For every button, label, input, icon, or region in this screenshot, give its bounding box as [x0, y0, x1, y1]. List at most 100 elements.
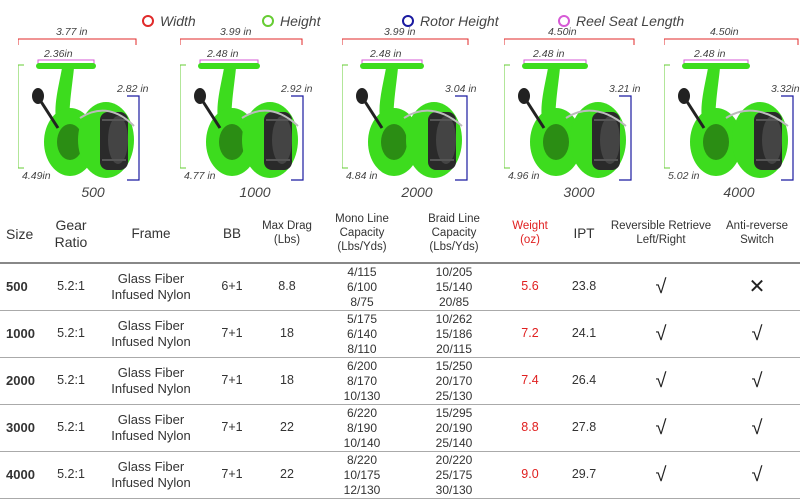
table-row: 2000 5.2:1 Glass Fiber Infused Nylon 7+1 18 6… — [0, 357, 800, 405]
fishing-reel-icon — [18, 38, 140, 181]
cell-size: 1000 — [0, 310, 46, 358]
cell-weight: 8.8 — [500, 404, 560, 452]
header-size: Size — [0, 206, 46, 264]
cell-anti-reverse: √ — [714, 404, 800, 452]
table-row: 3000 5.2:1 Glass Fiber Infused Nylon 7+1 22 6… — [0, 404, 800, 452]
capacity-line: 5/175 — [346, 311, 378, 326]
fishing-reel-icon — [180, 38, 304, 181]
capacity-line: 10/175 — [343, 467, 381, 482]
reel-size-label: 2000 — [401, 184, 433, 200]
header-weight: Weight (oz) — [500, 206, 560, 264]
header-anti-reverse: Anti-reverse Switch — [714, 206, 800, 264]
cell-braid-capacity: 20/220 25/175 30/130 — [408, 451, 500, 499]
legend-circle-icon — [262, 15, 274, 27]
cell-bb: 7+1 — [206, 404, 258, 452]
capacity-line: 8/170 — [346, 373, 378, 388]
header-frame: Frame — [96, 206, 206, 264]
cell-ipt: 26.4 — [560, 357, 608, 405]
capacity-line: 6/220 — [346, 405, 378, 420]
cell-braid-capacity: 15/250 20/170 25/130 — [408, 357, 500, 405]
header-max-drag: Max Drag (Lbs) — [258, 206, 316, 264]
table-row: 4000 5.2:1 Glass Fiber Infused Nylon 7+1 22 8… — [0, 451, 800, 499]
cell-anti-reverse: √ — [714, 451, 800, 499]
cell-reversible-retrieve: √ — [608, 451, 714, 499]
capacity-line: 20/170 — [435, 373, 473, 388]
capacity-line: 30/130 — [435, 482, 473, 497]
reel-2000: 3.99 in 2.48 in 3.04 in 4.84 in 2000 — [342, 26, 492, 208]
capacity-line: 6/100 — [346, 279, 378, 294]
cell-max-drag: 8.8 — [258, 263, 316, 311]
header-reversible-retrieve: Reversible Retrieve Left/Right — [608, 206, 714, 264]
capacity-line: 15/186 — [435, 326, 473, 341]
reel-size-gallery: 3.77 in 2.36in 2.82 in 4.49in 500 3.99 in 2.48… — [0, 26, 800, 208]
capacity-line: 12/130 — [343, 482, 381, 497]
table-row: 500 5.2:1 Glass Fiber Infused Nylon 6+1 8.8 4… — [0, 263, 800, 311]
spec-table: Size Gear Ratio Frame BB Max Drag (Lbs) … — [0, 206, 800, 499]
capacity-line: 10/262 — [435, 311, 473, 326]
capacity-line: 15/250 — [435, 358, 473, 373]
cell-bb: 7+1 — [206, 357, 258, 405]
capacity-line: 20/115 — [436, 341, 472, 356]
cell-weight: 7.4 — [500, 357, 560, 405]
reel-size-label: 3000 — [563, 184, 595, 200]
cell-size: 4000 — [0, 451, 46, 499]
legend-item: Width — [142, 10, 196, 32]
capacity-line: 8/220 — [346, 452, 378, 467]
reel-size-label: 4000 — [723, 184, 755, 200]
legend-label: Width — [160, 13, 196, 29]
cell-weight: 7.2 — [500, 310, 560, 358]
fishing-reel-icon — [342, 38, 469, 181]
cell-reversible-retrieve: √ — [608, 404, 714, 452]
cell-ipt: 23.8 — [560, 263, 608, 311]
cell-frame: Glass Fiber Infused Nylon — [96, 357, 206, 405]
cell-mono-capacity: 5/175 6/140 8/110 — [316, 310, 408, 358]
capacity-line: 25/140 — [435, 435, 473, 450]
reel-500: 3.77 in 2.36in 2.82 in 4.49in 500 — [18, 26, 168, 208]
cell-max-drag: 22 — [258, 404, 316, 452]
header-braid-capacity: Braid Line Capacity (Lbs/Yds) — [408, 206, 500, 264]
reel-size-label: 1000 — [239, 184, 271, 200]
cell-mono-capacity: 8/220 10/175 12/130 — [316, 451, 408, 499]
cell-gear-ratio: 5.2:1 — [46, 310, 96, 358]
cell-size: 3000 — [0, 404, 46, 452]
width-label: 4.50in — [710, 26, 739, 38]
capacity-line: 25/175 — [435, 467, 473, 482]
cell-max-drag: 18 — [258, 357, 316, 405]
legend-circle-icon — [558, 15, 570, 27]
fishing-reel-icon — [504, 38, 635, 181]
width-label: 3.77 in — [56, 26, 88, 38]
cell-reversible-retrieve: √ — [608, 263, 714, 311]
reel-size-label: 500 — [81, 184, 105, 200]
cell-gear-ratio: 5.2:1 — [46, 357, 96, 405]
seat-length-label: 2.48 in — [533, 48, 565, 60]
capacity-line: 20/190 — [435, 420, 473, 435]
capacity-line: 15/295 — [435, 405, 473, 420]
rotor-height-label: 2.82 in — [117, 83, 149, 95]
rotor-height-label: 2.92 in — [281, 83, 313, 95]
header-gear-ratio: Gear Ratio — [46, 206, 96, 264]
legend-item: Reel Seat Length — [558, 10, 684, 32]
rotor-height-label: 3.04 in — [445, 83, 477, 95]
legend-label: Reel Seat Length — [576, 13, 685, 29]
height-label: 4.77 in — [184, 170, 216, 182]
height-label: 5.02 in — [668, 170, 700, 182]
cell-weight: 5.6 — [500, 263, 560, 311]
reel-3000: 4.50in 2.48 in 3.21 in 4.96 in 3000 — [504, 26, 654, 208]
cell-anti-reverse: √ — [714, 357, 800, 405]
legend-circle-icon — [402, 15, 414, 27]
seat-length-label: 2.48 in — [207, 48, 239, 60]
capacity-line: 6/140 — [346, 326, 378, 341]
capacity-line: 8/75 — [350, 294, 374, 309]
reel-1000: 3.99 in 2.48 in 2.92 in 4.77 in 1000 — [180, 26, 330, 208]
seat-length-label: 2.48 in — [694, 48, 726, 60]
dimension-legend: Width Height Rotor Height Reel Seat Length — [0, 6, 800, 34]
legend-item: Height — [262, 10, 320, 32]
cell-mono-capacity: 4/115 6/100 8/75 — [316, 263, 408, 311]
header-mono-capacity: Mono Line Capacity (Lbs/Yds) — [316, 206, 408, 264]
width-label: 3.99 in — [220, 26, 252, 38]
legend-label: Height — [280, 13, 321, 29]
height-label: 4.96 in — [508, 170, 540, 182]
cell-braid-capacity: 10/262 15/186 20/115 — [408, 310, 500, 358]
capacity-line: 10/205 — [435, 264, 473, 279]
cell-frame: Glass Fiber Infused Nylon — [96, 310, 206, 358]
